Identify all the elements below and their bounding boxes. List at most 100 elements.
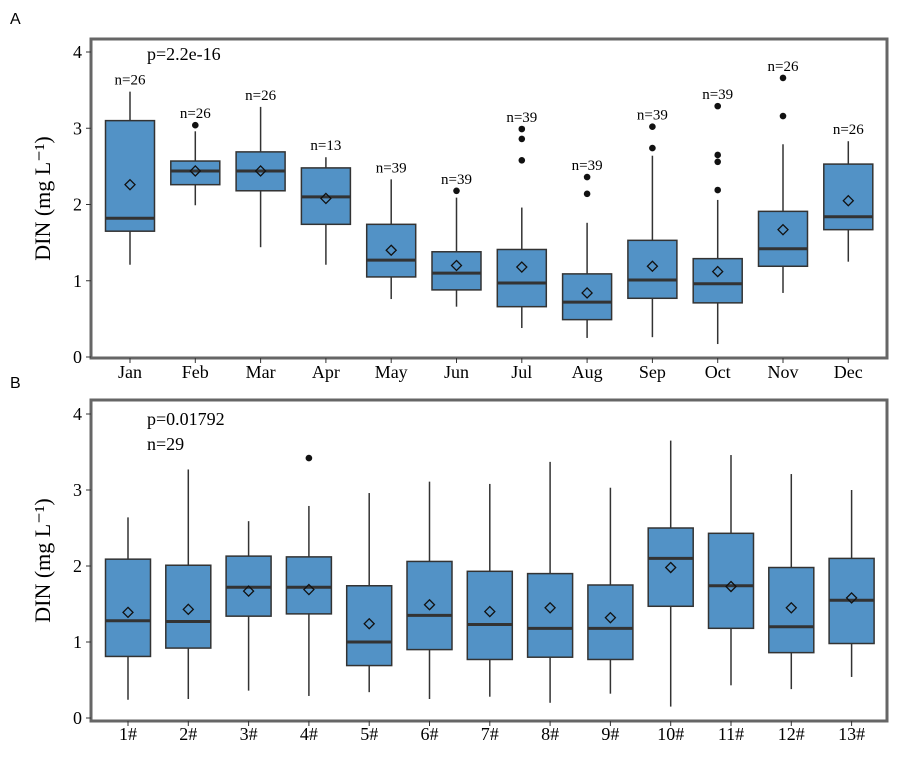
box-7: 7# <box>466 483 514 744</box>
iqr-box <box>768 566 815 654</box>
iqr-box <box>104 119 156 232</box>
n-label: n=39 <box>506 110 537 126</box>
panel-b: B 0 1 2 3 4 DIN (mg L⁻¹) p=0.01792 n=29 1# 2# 3# 4# 5… <box>10 375 889 744</box>
outlier-point <box>714 158 721 166</box>
x-tick-label: 5# <box>360 724 378 744</box>
n-label: n=39 <box>572 158 603 174</box>
outlier-point <box>649 123 656 131</box>
n-label: n=26 <box>115 73 146 89</box>
iqr-box <box>757 210 809 268</box>
box-2: 2# <box>165 469 212 744</box>
n-label: n=26 <box>768 59 799 75</box>
box-5: 5# <box>345 493 393 744</box>
mean-diamond <box>189 165 202 177</box>
box-aug: n=39 Aug <box>561 158 613 382</box>
y-tick-label: 0 <box>73 708 82 728</box>
mean-diamond <box>604 611 617 624</box>
outlier-point <box>714 186 721 194</box>
mean-diamond <box>319 192 332 205</box>
n-label: n=39 <box>637 108 668 124</box>
outlier-point <box>649 144 656 152</box>
x-tick-label: Oct <box>705 362 731 382</box>
box-jun: n=39 Jun <box>431 172 482 382</box>
iqr-box <box>627 239 678 300</box>
n-label: n=39 <box>376 160 407 176</box>
annotation-text: p=2.2e-16 <box>147 44 221 64</box>
iqr-box <box>165 564 212 649</box>
x-tick-label: Aug <box>572 362 603 382</box>
x-tick-label: 1# <box>119 724 137 744</box>
mean-diamond <box>711 265 724 278</box>
box-4: 4# <box>285 454 333 744</box>
plot-frame <box>89 398 889 723</box>
mean-diamond <box>242 585 255 597</box>
x-tick-label: 13# <box>838 724 865 744</box>
x-tick-label: 6# <box>421 724 439 744</box>
iqr-box <box>406 560 453 651</box>
iqr-box <box>170 160 221 186</box>
outlier-point <box>714 102 721 110</box>
x-tick-label: Jan <box>118 362 142 382</box>
n-label: n=39 <box>702 87 733 103</box>
iqr-box <box>561 273 613 321</box>
n-label: n=39 <box>441 172 472 188</box>
outlier-point <box>192 121 199 129</box>
x-tick-label: Dec <box>834 362 863 382</box>
mean-diamond <box>646 260 659 273</box>
box-dec: n=26 Dec <box>823 122 874 382</box>
panel-label: B <box>10 375 21 392</box>
box-mar: n=26 Mar <box>235 88 286 382</box>
mean-diamond <box>664 561 677 574</box>
box-13: 13# <box>828 490 875 744</box>
iqr-box <box>365 223 417 278</box>
y-tick-label: 1 <box>73 632 82 652</box>
box-12: 12# <box>768 474 815 744</box>
box-may: n=39 May <box>365 160 417 382</box>
x-tick-label: Jun <box>444 362 469 382</box>
x-tick-label: 7# <box>481 724 499 744</box>
mean-diamond <box>785 601 798 614</box>
box-nov: n=26 Nov <box>757 59 809 382</box>
x-tick-label: 3# <box>240 724 258 744</box>
x-tick-label: Feb <box>182 362 209 382</box>
y-axis-label: DIN (mg L⁻¹) <box>30 498 55 623</box>
mean-diamond <box>363 617 376 630</box>
x-tick-label: Apr <box>312 362 340 382</box>
box-jan: n=26 Jan <box>104 73 156 382</box>
n-label: n=26 <box>180 106 211 122</box>
y-tick-label: 1 <box>73 271 82 291</box>
mean-diamond <box>845 592 858 604</box>
box-10: 10# <box>647 440 694 744</box>
y-tick-label: 3 <box>73 118 82 138</box>
y-tick-label: 0 <box>73 347 82 367</box>
mean-diamond <box>450 259 463 272</box>
box-6: 6# <box>406 481 453 744</box>
box-3: 3# <box>225 521 272 744</box>
outlier-point <box>518 156 526 164</box>
box-11: 11# <box>707 455 755 744</box>
mean-diamond <box>182 603 195 616</box>
x-tick-label: 9# <box>601 724 619 744</box>
y-tick-label: 3 <box>73 480 82 500</box>
box-9: 9# <box>587 487 634 744</box>
mean-diamond <box>515 261 528 273</box>
outlier-point <box>583 173 591 181</box>
n-label: n=26 <box>833 122 864 138</box>
mean-diamond <box>124 178 136 191</box>
plot-frame <box>89 37 889 360</box>
y-tick-label: 4 <box>73 42 82 62</box>
x-tick-label: 4# <box>300 724 318 744</box>
x-tick-label: 10# <box>657 724 684 744</box>
mean-diamond <box>483 605 496 618</box>
iqr-box <box>526 572 574 658</box>
iqr-box <box>692 257 743 304</box>
outlier-point <box>714 151 721 159</box>
mean-diamond <box>302 583 315 596</box>
iqr-box <box>345 585 393 667</box>
y-axis-label: DIN (mg L⁻¹) <box>30 136 55 261</box>
box-8: 8# <box>526 461 574 744</box>
x-tick-label: 8# <box>541 724 559 744</box>
x-tick-label: Sep <box>639 362 666 382</box>
